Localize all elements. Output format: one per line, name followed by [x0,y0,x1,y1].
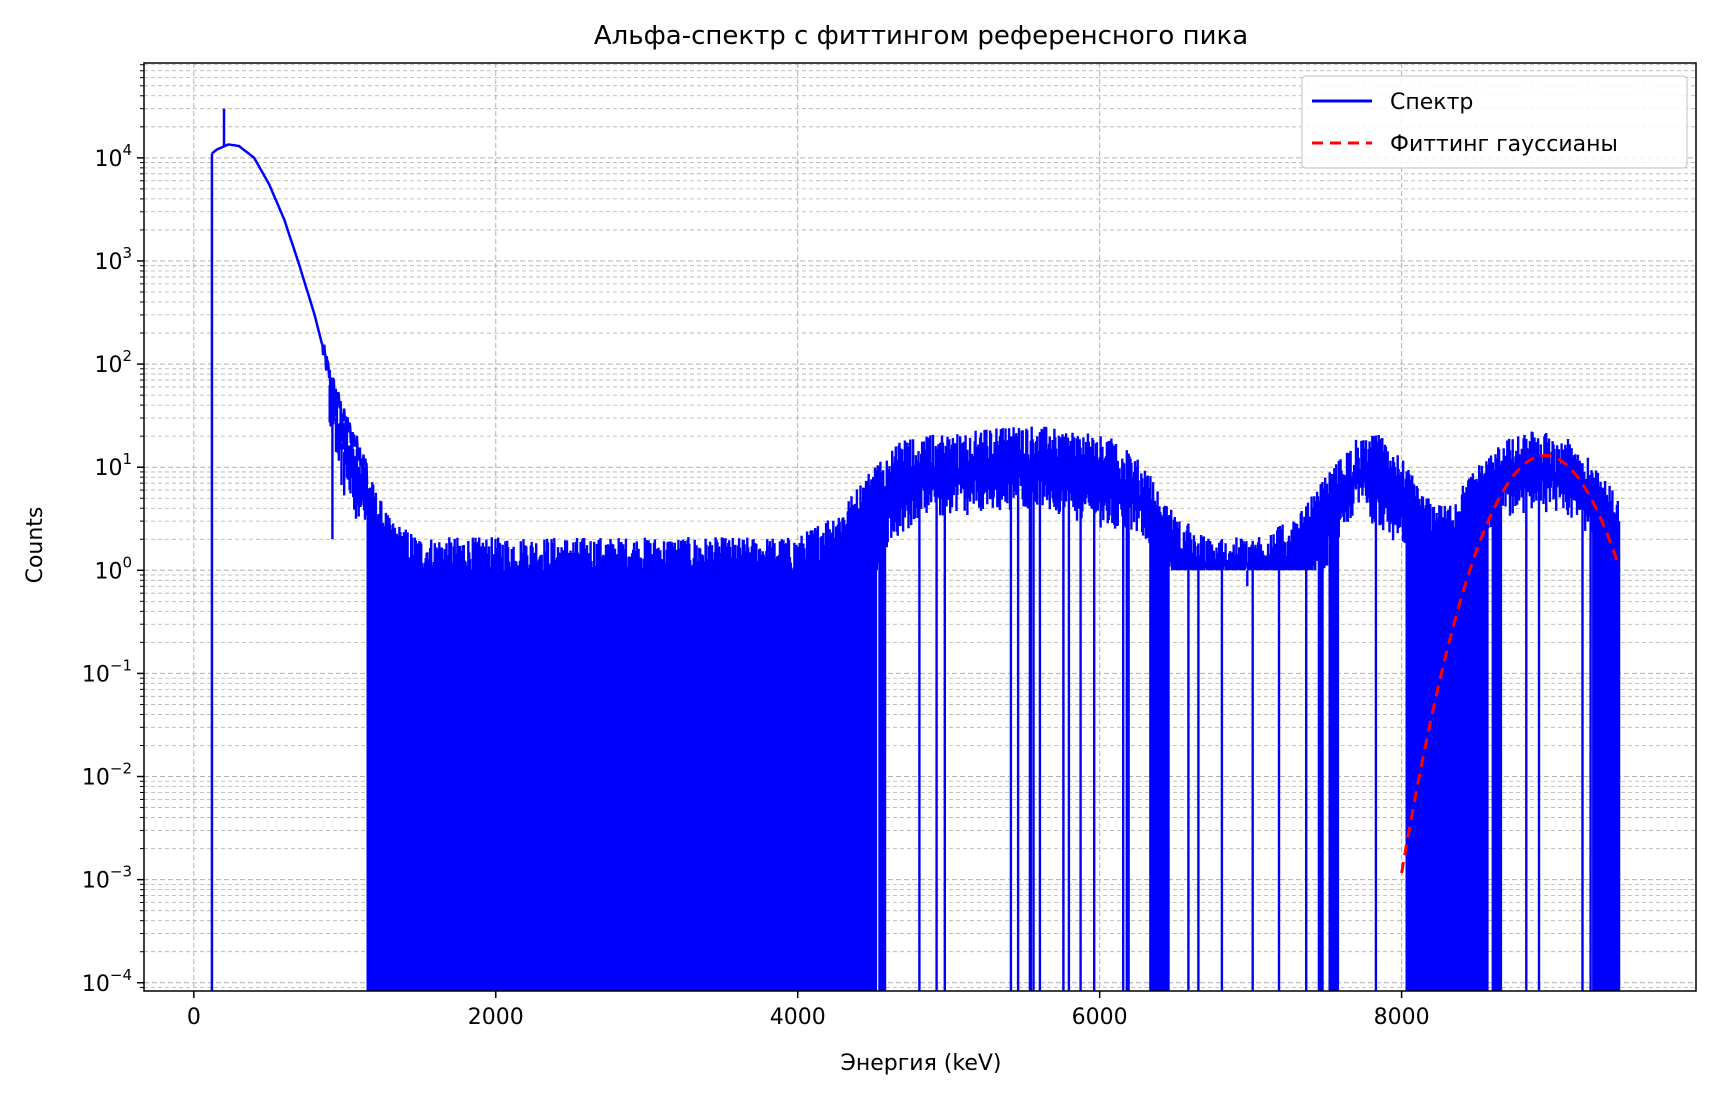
plot-area [210,108,1621,991]
y-tick-label: 10−1 [82,656,132,687]
spectrum-dense-region [1593,570,1620,991]
x-tick-label: 4000 [770,1005,826,1030]
legend: Спектр Фиттинг гауссианы [1301,75,1688,169]
x-axis: 0 2000 4000 6000 8000 [187,991,1430,1030]
spectrum-dense-region [1318,570,1324,991]
chart-title: Альфа-спектр с фиттингом референсного пи… [594,21,1248,51]
spectrum-dense-region [367,570,877,991]
plot-frame [143,62,1697,992]
spectrum-dense-region [1492,570,1502,991]
y-tick-label: 101 [94,450,132,481]
legend-label-spectrum: Спектр [1390,90,1473,115]
y-tick-label: 100 [94,553,132,584]
x-tick-label: 0 [187,1005,201,1030]
y-axis-title: Counts [23,507,48,584]
y-tick-label: 103 [94,244,132,275]
x-tick-label: 2000 [468,1005,524,1030]
y-tick-label: 10−4 [82,966,132,997]
y-tick-label: 10−2 [82,760,132,791]
y-axis: 10−4 10−3 10−2 10−1 100 101 102 103 104 [82,64,144,997]
y-tick-label: 10−3 [82,863,132,894]
x-tick-label: 8000 [1374,1005,1430,1030]
gaussian-fit-line [1400,453,1621,874]
x-tick-label: 6000 [1072,1005,1128,1030]
legend-box [1301,75,1688,169]
y-tick-label: 104 [94,141,132,172]
spectrum-dense-region [1154,570,1170,991]
spectrum-dense-region [1329,570,1339,991]
legend-label-fit: Фиттинг гауссианы [1390,132,1618,157]
x-axis-title: Энергия (keV) [840,1051,1001,1076]
y-tick-label: 102 [94,347,132,378]
spectrum-dense-region [879,570,886,991]
